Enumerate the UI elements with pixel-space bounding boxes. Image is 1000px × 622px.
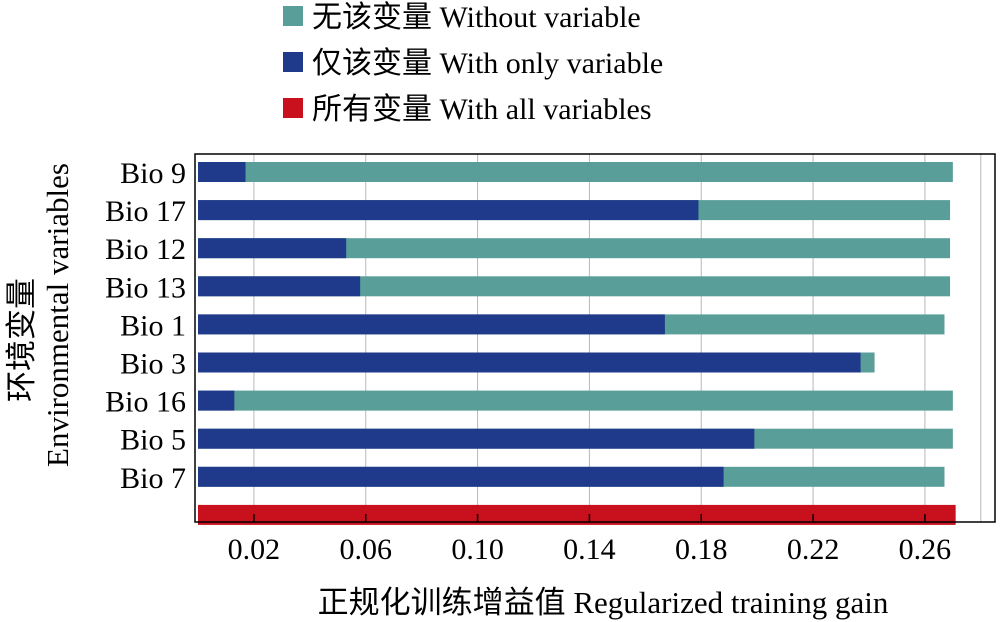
- y-axis-label-english: Environmental variables: [40, 163, 75, 467]
- bar-with-only-variable: [198, 314, 665, 335]
- legend-swatch-with-only-variable: [283, 52, 303, 72]
- plot-frame: [194, 153, 996, 523]
- bar-with-only-variable: [198, 352, 861, 373]
- bar-with-only-variable: [198, 162, 246, 182]
- bar-with-only-variable: [198, 390, 235, 411]
- y-category-label: Bio 3: [120, 348, 186, 381]
- y-category-label: Bio 5: [120, 424, 186, 457]
- y-category-label: Bio 1: [120, 309, 186, 342]
- legend-label-with-only-variable: 仅该变量 With only variable: [312, 47, 663, 80]
- bar-with-only-variable: [198, 466, 724, 487]
- bar-with-only-variable: [198, 428, 755, 449]
- bar-with-all-variables: [198, 504, 956, 525]
- bar-without-variable: [198, 390, 953, 411]
- legend-label-without-variable: 无该变量 Without variable: [312, 1, 641, 34]
- x-tick-label: 0.26: [899, 533, 952, 566]
- y-category-label: Bio 7: [120, 462, 186, 495]
- y-category-label: Bio 9: [120, 157, 186, 190]
- bar-without-variable: [198, 162, 953, 182]
- x-tick-label: 0.10: [451, 533, 504, 566]
- bar-without-variable: [198, 276, 951, 297]
- bars: [198, 162, 956, 525]
- bar-with-only-variable: [198, 200, 699, 221]
- y-category-label: Bio 17: [105, 195, 186, 228]
- y-category-label: Bio 12: [105, 233, 186, 266]
- x-tick-label: 0.18: [675, 533, 728, 566]
- bar-without-variable: [198, 238, 951, 259]
- legend-label-with-all-variables: 所有变量 With all variables: [312, 93, 652, 126]
- y-axis-category-labels: Bio 9 Bio 17 Bio 12 Bio 13 Bio 1 Bio 3 Bio 16 B…: [105, 157, 186, 495]
- legend-swatch-with-all-variables: [283, 98, 303, 118]
- plot-area: 0.02 0.06 0.10 0.14 0.18 0.22 0.26 Bio 9 Bio 17…: [105, 153, 996, 566]
- y-category-label: Bio 16: [105, 386, 186, 419]
- bar-with-only-variable: [198, 276, 361, 297]
- legend: 无该变量 Without variable 仅该变量 With only var…: [283, 1, 663, 126]
- bar-with-only-variable: [198, 238, 347, 259]
- x-tick-label: 0.06: [339, 533, 392, 566]
- legend-swatch-without-variable: [283, 6, 303, 26]
- y-axis-label-chinese: 环境变量: [4, 278, 39, 402]
- x-tick-label: 0.02: [228, 533, 281, 566]
- x-tick-label: 0.14: [563, 533, 616, 566]
- x-axis-ticks: 0.02 0.06 0.10 0.14 0.18 0.22 0.26: [228, 514, 951, 566]
- x-tick-label: 0.22: [787, 533, 840, 566]
- y-category-label: Bio 13: [105, 271, 186, 304]
- x-axis-label: 正规化训练增益值 Regularized training gain: [318, 585, 889, 620]
